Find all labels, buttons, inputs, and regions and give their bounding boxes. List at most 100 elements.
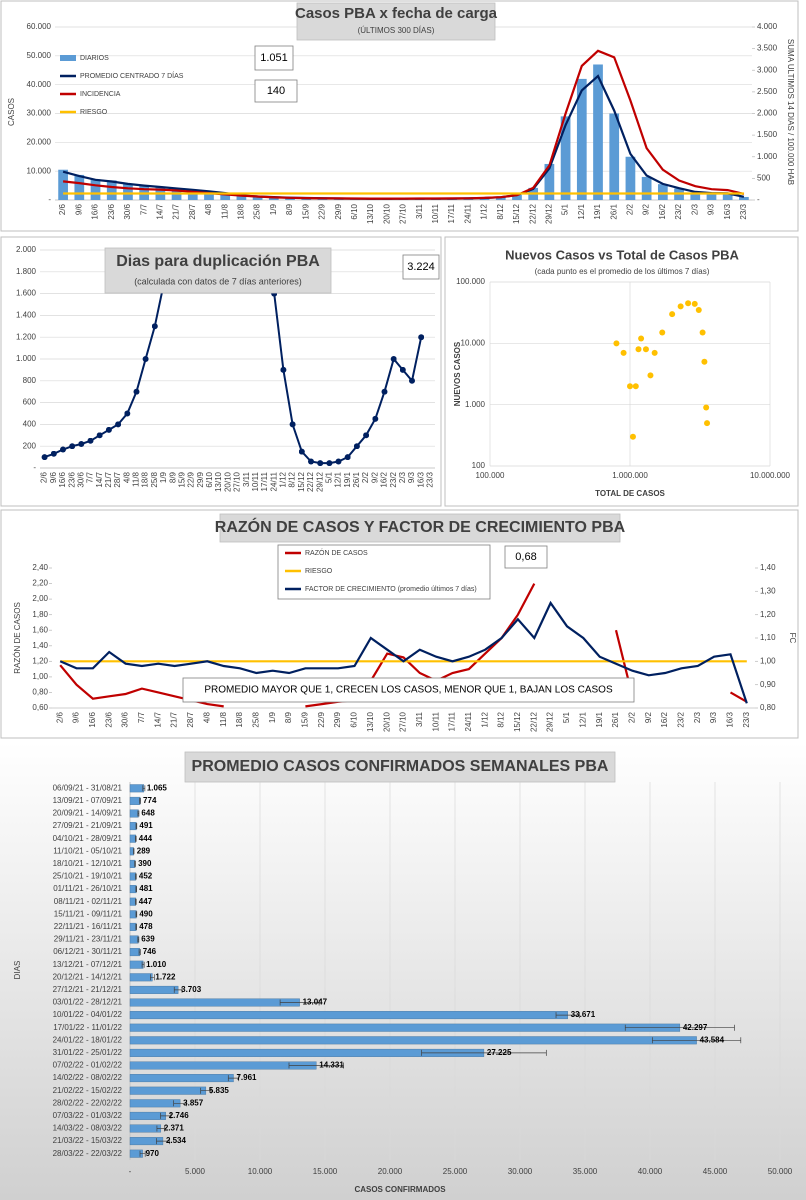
bar (123, 183, 133, 200)
x-tick-label: 45.000 (703, 1167, 728, 1176)
y-tick-label: 04/10/21 - 28/09/21 (53, 834, 123, 843)
y2-tick-label: 1.000 (757, 152, 778, 161)
x-tick-label: 25/8 (251, 711, 260, 727)
value-label: 1.722 (155, 972, 176, 981)
point (685, 300, 692, 307)
bar (129, 885, 137, 894)
point (677, 303, 684, 310)
x-tick-label: 8/9 (285, 203, 294, 215)
x-tick-label: 9/2 (644, 711, 653, 723)
x-tick-label: 19/1 (593, 203, 602, 219)
point (635, 346, 642, 353)
bar (129, 1061, 317, 1070)
x-tick-label: 4/8 (202, 711, 211, 723)
annotation-box (254, 79, 298, 103)
y-tick-label: 29/11/21 - 23/11/21 (54, 935, 123, 944)
legend-label: FACTOR DE CRECIMIENTO (promedio últimos … (305, 586, 477, 593)
y-tick-label: 20/12/21 - 14/12/21 (53, 972, 123, 981)
error-bar (624, 1024, 735, 1031)
x-tick-label: 15/9 (177, 471, 186, 487)
x-tick-label: 23/6 (107, 203, 116, 219)
line-series (59, 600, 748, 704)
x-tick-label: 12/1 (578, 711, 587, 727)
y-tick-label: 30.000 (27, 109, 52, 118)
x-tick-label: 22/12 (306, 471, 315, 492)
y-axis-label: NUEVOS CASOS (453, 341, 462, 406)
x-tick-label: 24/11 (464, 711, 473, 731)
x-tick-label: 9/6 (74, 203, 83, 215)
y2-tick-label: 2.500 (757, 87, 778, 96)
x-axis-label: CASOS CONFIRMADOS (354, 1185, 446, 1194)
error-bar (652, 1037, 742, 1044)
y-tick-label: 15/11/21 - 09/11/21 (54, 909, 123, 918)
bar (129, 922, 137, 931)
x-tick-label: 30.000 (508, 1167, 533, 1176)
y-tick-label: 28/02/22 - 22/02/22 (53, 1098, 123, 1107)
y-tick-label: 100 (472, 461, 486, 470)
x-tick-label: 28/7 (186, 711, 195, 727)
chart-title: Casos PBA x fecha de carga (295, 5, 498, 22)
y2-tick-label: 2.000 (757, 109, 778, 118)
bar (129, 796, 141, 805)
y2-tick-label: 1,10 (760, 633, 776, 642)
x-tick-label: 24/11 (463, 203, 472, 223)
value-label: 3.857 (183, 1098, 204, 1107)
x-tick-label: 23/6 (104, 711, 113, 727)
y-tick-label: 1,00 (32, 672, 48, 681)
error-bar (173, 986, 183, 993)
annotation: 1.051 (260, 52, 288, 64)
y2-tick-label: 1,30 (760, 586, 776, 595)
legend-label: RIESGO (80, 109, 108, 116)
bar (576, 78, 587, 200)
x-tick-label: 6/10 (205, 471, 214, 487)
x-tick-label: 10/11 (251, 471, 260, 491)
point (695, 306, 702, 313)
x-tick-label: 14/7 (95, 471, 104, 487)
bar (625, 156, 636, 200)
y-tick-label: 20/09/21 - 14/09/21 (53, 809, 123, 818)
annotation: 0,68 (515, 551, 536, 563)
x-tick-label: 3/11 (242, 471, 251, 487)
bar (129, 872, 137, 881)
bar (129, 985, 179, 994)
point (642, 346, 649, 353)
value-label: 390 (138, 859, 152, 868)
y-tick-label: 14/03/22 - 08/03/22 (53, 1124, 123, 1133)
error-bar (135, 835, 137, 842)
x-tick-label: 15/9 (301, 203, 310, 219)
y-tick-label: 11/10/21 - 05/10/21 (53, 846, 122, 855)
x-tick-label: 2/3 (398, 471, 407, 483)
x-tick-label: 2/2 (626, 203, 635, 215)
error-bar (421, 1049, 547, 1056)
x-tick-label: 29/12 (544, 203, 553, 224)
bar (106, 180, 117, 200)
y-axis-label: RAZÓN DE CASOS (13, 602, 22, 674)
y-tick-label: 20.000 (27, 137, 52, 146)
x-tick-label: 4/8 (122, 471, 131, 483)
y-tick-label: 1.000 (16, 354, 37, 363)
y-tick-label: 2.000 (16, 245, 37, 254)
x-tick-label: 2/2 (627, 711, 636, 723)
annotation: PROMEDIO MAYOR QUE 1, CRECEN LOS CASOS, … (204, 685, 613, 696)
x-tick-label: 35.000 (573, 1167, 598, 1176)
y2-tick-label: 1,20 (760, 610, 776, 619)
y2-axis-label: FC (788, 633, 797, 644)
bar (187, 189, 198, 200)
y-tick-label: 1.000 (465, 400, 486, 409)
x-tick-label: 2/6 (40, 471, 49, 483)
value-label: 746 (143, 947, 157, 956)
value-label: 42.297 (683, 1023, 708, 1032)
y2-tick-label: - (757, 195, 760, 204)
error-bar (279, 999, 320, 1006)
x-tick-label: 24/11 (269, 471, 278, 491)
bar (690, 192, 701, 200)
x-tick-label: 9/6 (72, 711, 81, 723)
x-tick-label: 7/7 (139, 203, 148, 215)
y-tick-label: 10/01/22 - 04/01/22 (53, 1010, 123, 1019)
error-bar (150, 974, 155, 981)
title-box (219, 513, 621, 543)
point (632, 383, 639, 390)
value-label: 2.371 (164, 1124, 185, 1133)
bar (512, 194, 522, 200)
x-tick-label: 2/3 (690, 203, 699, 215)
